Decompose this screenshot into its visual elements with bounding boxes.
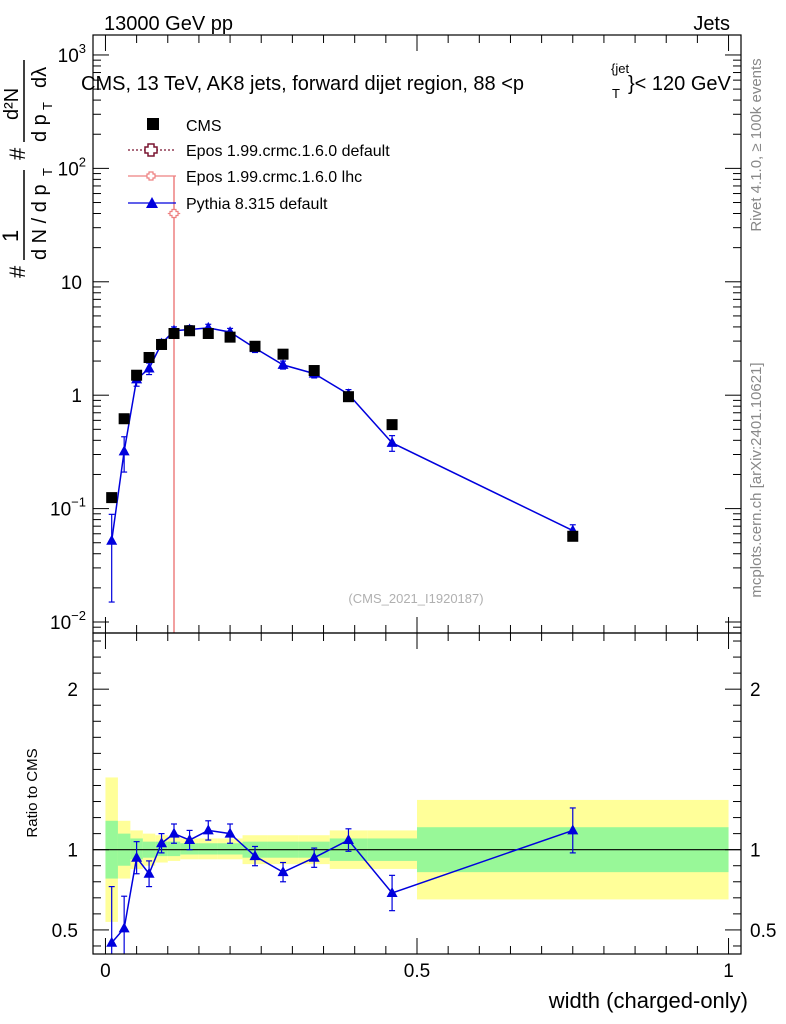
cms-point — [106, 492, 118, 504]
pythia-ratio-point — [224, 827, 236, 838]
plot-title: CMS, 13 TeV, AK8 jets, forward dijet reg… — [81, 61, 732, 101]
pythia-point — [277, 358, 289, 369]
main-y-tick-label: 103 — [58, 41, 86, 67]
header-energy-label: 13000 GeV pp — [104, 13, 233, 35]
pythia-ratio-point — [202, 824, 214, 835]
pythia-ratio-point — [184, 834, 196, 845]
pythia-point — [118, 445, 130, 456]
main-y-tick-label: 10−1 — [50, 495, 86, 521]
x-tick-label: 0 — [100, 961, 111, 982]
cms-uncertainty-band-green — [167, 841, 181, 857]
main-panel: 10−2 10−1 1 10 102 103 — [50, 34, 742, 634]
ratio-panel-frame — [92, 632, 742, 955]
ylabel-den-b: dλ — [29, 67, 51, 88]
pythia-ratio-point — [156, 837, 168, 848]
cms-point — [249, 340, 261, 352]
pythia-point — [386, 436, 398, 447]
legend-label-pythia: Pythia 8.315 default — [186, 196, 328, 213]
mcplots-label: mcplots.cern.ch [arXiv:2401.10621] — [748, 362, 765, 597]
main-y-tick-label: 10−2 — [50, 608, 86, 634]
cms-point — [118, 413, 130, 425]
pythia-ratio-point — [386, 887, 398, 898]
cms-point — [184, 325, 196, 337]
legend-marker-cms — [147, 118, 159, 130]
ratio-y-tick-label-right: 1 — [750, 841, 761, 862]
ratio-y-tick-label-left: 1 — [67, 841, 78, 862]
ylabel-num: d²N — [1, 88, 23, 120]
cms-point — [277, 348, 289, 360]
pythia-ratio-point — [143, 867, 155, 878]
main-y-tick-label: 10 — [61, 273, 82, 294]
cms-point — [131, 369, 143, 381]
pythia-point — [106, 534, 118, 545]
cms-point — [143, 351, 155, 363]
cms-point — [386, 419, 398, 431]
ratio-y-tick-label-left: 0.5 — [52, 921, 78, 942]
title-superscript: {jet — [611, 61, 629, 76]
ratio-y-tick-label-left: 2 — [67, 680, 78, 701]
ylabel-hash-1: # — [5, 265, 30, 278]
legend-marker-epos-lhc — [146, 171, 156, 181]
legend-entry-epos-default: Epos 1.99.crmc.1.6.0 default — [128, 143, 390, 160]
cms-point — [342, 391, 354, 403]
analysis-watermark: (CMS_2021_I1920187) — [348, 591, 483, 606]
title-end: }< 120 GeV — [628, 73, 732, 95]
ratio-panel: 0.5 0.5 1 1 2 2 0 0.5 1 — [52, 632, 776, 982]
ylabel-den-a-sub: T — [40, 102, 55, 110]
pythia-ratio-point — [131, 851, 143, 862]
cms-point — [168, 327, 180, 339]
pythia-line — [110, 327, 574, 541]
main-y-axis-label: # 1 d N / d p T # d²N d p T dλ — [0, 60, 55, 278]
pythia-ratio-point — [249, 850, 261, 861]
title-text: CMS, 13 TeV, AK8 jets, forward dijet reg… — [81, 73, 524, 95]
ratio-axis-ticks: 0.5 0.5 1 1 2 2 0 0.5 1 — [52, 633, 776, 982]
epos-lhc-point — [169, 208, 179, 219]
pythia-ratio-point — [118, 922, 130, 933]
cms-uncertainty-band-green — [217, 843, 243, 855]
legend-label-epos-default: Epos 1.99.crmc.1.6.0 default — [186, 143, 390, 160]
pythia-ratio-point — [168, 827, 180, 838]
legend-entry-pythia: Pythia 8.315 default — [128, 196, 328, 213]
ratio-y-axis-label: Ratio to CMS — [24, 748, 41, 837]
header-category-label: Jets — [693, 13, 730, 35]
cms-point — [567, 530, 579, 542]
cms-point — [202, 327, 214, 339]
x-tick-label: 1 — [723, 961, 734, 982]
pythia-ratio-point — [308, 851, 320, 862]
legend: CMS Epos 1.99.crmc.1.6.0 default Epos 1.… — [128, 118, 390, 213]
main-y-tick-label: 102 — [58, 154, 86, 180]
ylabel-frac-den-sub: T — [40, 168, 55, 176]
ratio-y-tick-label-right: 2 — [750, 680, 761, 701]
legend-label-cms: CMS — [186, 118, 222, 135]
ylabel-hash-2: # — [5, 147, 30, 160]
main-marks — [106, 176, 579, 633]
legend-entry-cms: CMS — [147, 118, 222, 135]
ylabel-frac-den: d N / d p — [29, 184, 51, 260]
cms-point — [308, 365, 320, 377]
pythia-ratio-point — [277, 866, 289, 877]
pythia-ratio-point — [342, 834, 354, 845]
title-subscript: T — [612, 86, 620, 101]
legend-marker-epos-default — [144, 143, 158, 157]
pythia-ratio-point — [106, 936, 118, 947]
rivet-version-label: Rivet 4.1.0, ≥ 100k events — [748, 58, 765, 231]
cms-point — [224, 331, 236, 343]
x-tick-label: 0.5 — [404, 961, 430, 982]
cms-uncertainty-band-green — [198, 843, 218, 855]
ratio-marks — [93, 777, 741, 954]
legend-marker-pythia — [146, 197, 158, 208]
legend-label-epos-lhc: Epos 1.99.crmc.1.6.0 lhc — [186, 169, 362, 186]
ylabel-one: 1 — [0, 230, 23, 242]
main-y-tick-label: 1 — [71, 386, 82, 407]
ratio-y-tick-label-right: 0.5 — [750, 921, 776, 942]
pythia-point — [143, 362, 155, 373]
legend-entry-epos-lhc: Epos 1.99.crmc.1.6.0 lhc — [128, 169, 362, 186]
ylabel-den-a: d p — [29, 114, 51, 142]
x-axis-label: width (charged-only) — [548, 988, 748, 1013]
pythia-ratio-point — [567, 824, 579, 835]
cms-point — [156, 338, 168, 350]
